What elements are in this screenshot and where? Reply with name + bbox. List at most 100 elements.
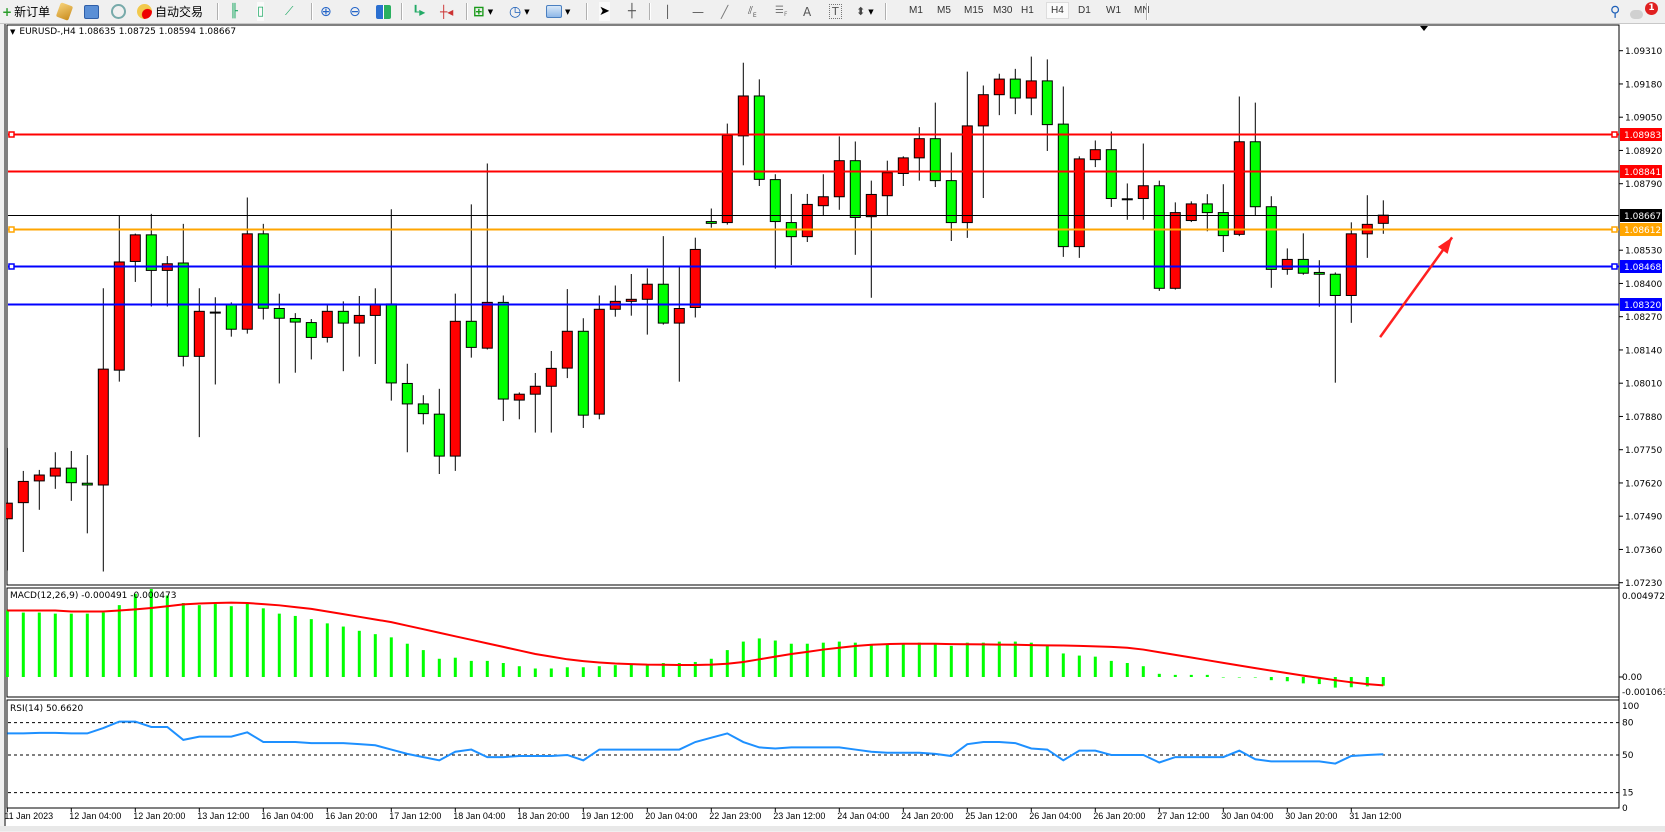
line-handle-right[interactable] bbox=[1611, 131, 1618, 138]
equidistant-channel-button[interactable]: ⫽E bbox=[748, 2, 757, 21]
macd-bar bbox=[213, 604, 217, 677]
fibonacci-button[interactable]: ☰F bbox=[775, 2, 787, 21]
timeframe-h4[interactable]: H4 bbox=[1046, 2, 1069, 19]
time-label: 12 Jan 04:00 bbox=[69, 811, 122, 821]
templates-button[interactable]: ▼ bbox=[546, 2, 570, 21]
candle bbox=[977, 85, 989, 199]
candle-body bbox=[561, 330, 573, 369]
macd-bar bbox=[53, 613, 57, 677]
time-label: 17 Jan 12:00 bbox=[389, 811, 442, 821]
line-handle-left[interactable] bbox=[8, 226, 15, 233]
text-button[interactable]: A bbox=[803, 2, 811, 21]
time-label: 11 Jan 2023 bbox=[4, 811, 54, 821]
bar-chart-button[interactable]: ╟ bbox=[230, 2, 238, 21]
chart-shift-button[interactable]: ┼◂ bbox=[440, 2, 453, 21]
candle-body bbox=[1009, 78, 1021, 99]
chart-window[interactable]: 1.09310 1.09180 1.09050 1.08920 1.08790 1.085… bbox=[4, 24, 1665, 826]
periods-button[interactable]: ◷ ▼ bbox=[509, 2, 530, 21]
market-watch-button[interactable] bbox=[55, 2, 74, 21]
arrows-button[interactable]: ⬍ ▼ bbox=[856, 2, 874, 21]
indicators-icon: ⊞ bbox=[473, 3, 485, 20]
candle bbox=[1329, 272, 1341, 383]
macd-bar bbox=[485, 660, 489, 677]
chart-shift-marker-icon[interactable] bbox=[1420, 26, 1428, 31]
candle-body bbox=[1137, 185, 1149, 200]
candle-body bbox=[1105, 149, 1117, 200]
candle-body bbox=[545, 367, 557, 387]
horizontal-line-icon: — bbox=[692, 4, 704, 19]
line-handle-left[interactable] bbox=[8, 263, 15, 270]
arrow-shaft[interactable] bbox=[1379, 236, 1454, 338]
auto-scroll-button[interactable]: ┖▸ bbox=[412, 2, 425, 21]
notifications-button[interactable]: 1 bbox=[1630, 2, 1658, 21]
candle bbox=[1249, 102, 1261, 216]
price-tick-label: 1.09180 bbox=[1625, 80, 1662, 90]
macd-bar bbox=[1061, 653, 1065, 677]
macd-bar bbox=[1333, 677, 1337, 688]
candle-body bbox=[321, 310, 333, 338]
macd-bar bbox=[373, 634, 377, 677]
line-handle-right[interactable] bbox=[1611, 263, 1618, 270]
text-label-button[interactable]: T bbox=[829, 2, 842, 21]
macd-bar bbox=[981, 642, 985, 677]
candle-body bbox=[865, 193, 877, 218]
timeframe-m5[interactable]: M5 bbox=[937, 5, 951, 16]
chart-menu-triangle-icon[interactable]: ▼ bbox=[10, 28, 16, 36]
candle bbox=[513, 392, 525, 420]
crosshair-button[interactable]: ┼ bbox=[628, 2, 636, 21]
timeframe-w1[interactable]: W1 bbox=[1106, 5, 1121, 16]
candle bbox=[1217, 184, 1229, 252]
line-chart-button[interactable]: ⟋ bbox=[285, 2, 293, 21]
timeframe-m1[interactable]: M1 bbox=[909, 5, 923, 16]
zoom-out-button[interactable]: ⊖ bbox=[349, 2, 361, 21]
candle-body bbox=[641, 283, 653, 300]
time-label: 27 Jan 12:00 bbox=[1157, 811, 1210, 821]
candle bbox=[1041, 59, 1053, 151]
auto-trading-button[interactable]: 自动交易 bbox=[137, 2, 203, 21]
arrow-head-icon[interactable] bbox=[1437, 237, 1453, 254]
bar-chart-icon: ╟ bbox=[230, 4, 238, 19]
timeframe-mn[interactable]: MN bbox=[1134, 5, 1150, 16]
candle-body bbox=[353, 314, 365, 324]
macd-bar bbox=[421, 650, 425, 677]
timeframe-h1[interactable]: H1 bbox=[1021, 5, 1034, 16]
chart-shift-icon: ┼◂ bbox=[440, 4, 454, 19]
macd-bar bbox=[165, 595, 169, 677]
macd-bar bbox=[149, 589, 153, 677]
signals-button[interactable] bbox=[111, 2, 126, 21]
tile-windows-button[interactable] bbox=[376, 2, 391, 21]
timeframe-m15[interactable]: M15 bbox=[964, 5, 984, 16]
macd-bar bbox=[133, 593, 137, 677]
line-handle-right[interactable] bbox=[1611, 226, 1618, 233]
candle bbox=[401, 363, 413, 453]
vertical-line-button[interactable]: │ bbox=[664, 2, 671, 21]
new-order-button[interactable]: + 新订单 bbox=[2, 2, 50, 21]
chart-canvas[interactable]: 1.09310 1.09180 1.09050 1.08920 1.08790 1.085… bbox=[6, 24, 1665, 832]
price-tick-label: 1.08140 bbox=[1625, 346, 1662, 356]
candle bbox=[833, 136, 845, 210]
candle bbox=[49, 452, 61, 489]
timeframe-m30[interactable]: M30 bbox=[993, 5, 1013, 16]
timeframe-d1[interactable]: D1 bbox=[1078, 5, 1091, 16]
trendline-button[interactable]: ╱ bbox=[721, 2, 728, 21]
candlestick-chart-button[interactable]: ▯ bbox=[257, 2, 265, 21]
search-button[interactable]: ⚲ bbox=[1610, 2, 1620, 21]
time-label: 16 Jan 04:00 bbox=[261, 811, 314, 821]
horizontal-line-button[interactable]: — bbox=[692, 2, 704, 21]
indicators-button[interactable]: ⊞ ▼ bbox=[473, 2, 493, 21]
price-label-box bbox=[1620, 165, 1662, 178]
candle bbox=[209, 297, 221, 385]
candle-body bbox=[33, 474, 45, 482]
candle bbox=[1025, 56, 1037, 116]
rsi-axis-label: 50 bbox=[1622, 751, 1634, 761]
macd-bar bbox=[1301, 677, 1305, 684]
candle bbox=[6, 447, 13, 571]
candle-body bbox=[1121, 198, 1133, 201]
line-handle-left[interactable] bbox=[8, 131, 15, 138]
cursor-button[interactable]: ➤ bbox=[599, 2, 610, 21]
chevron-down-icon: ▼ bbox=[868, 7, 874, 16]
candle-body bbox=[1169, 212, 1181, 289]
candle bbox=[561, 289, 573, 379]
zoom-in-button[interactable]: ⊕ bbox=[320, 2, 332, 21]
navigator-button[interactable] bbox=[84, 2, 99, 21]
